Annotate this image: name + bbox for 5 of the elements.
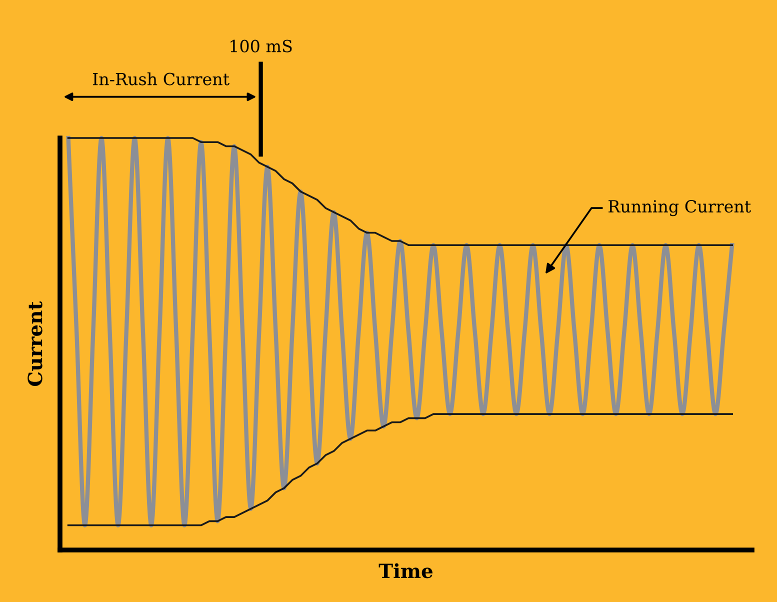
annotation: Running Current xyxy=(608,200,751,216)
y-axis-title: Current xyxy=(28,301,42,386)
x-axis-title: Time xyxy=(378,563,433,578)
text: 100 mS xyxy=(230,40,292,52)
text: In-Rush Current xyxy=(92,72,230,86)
